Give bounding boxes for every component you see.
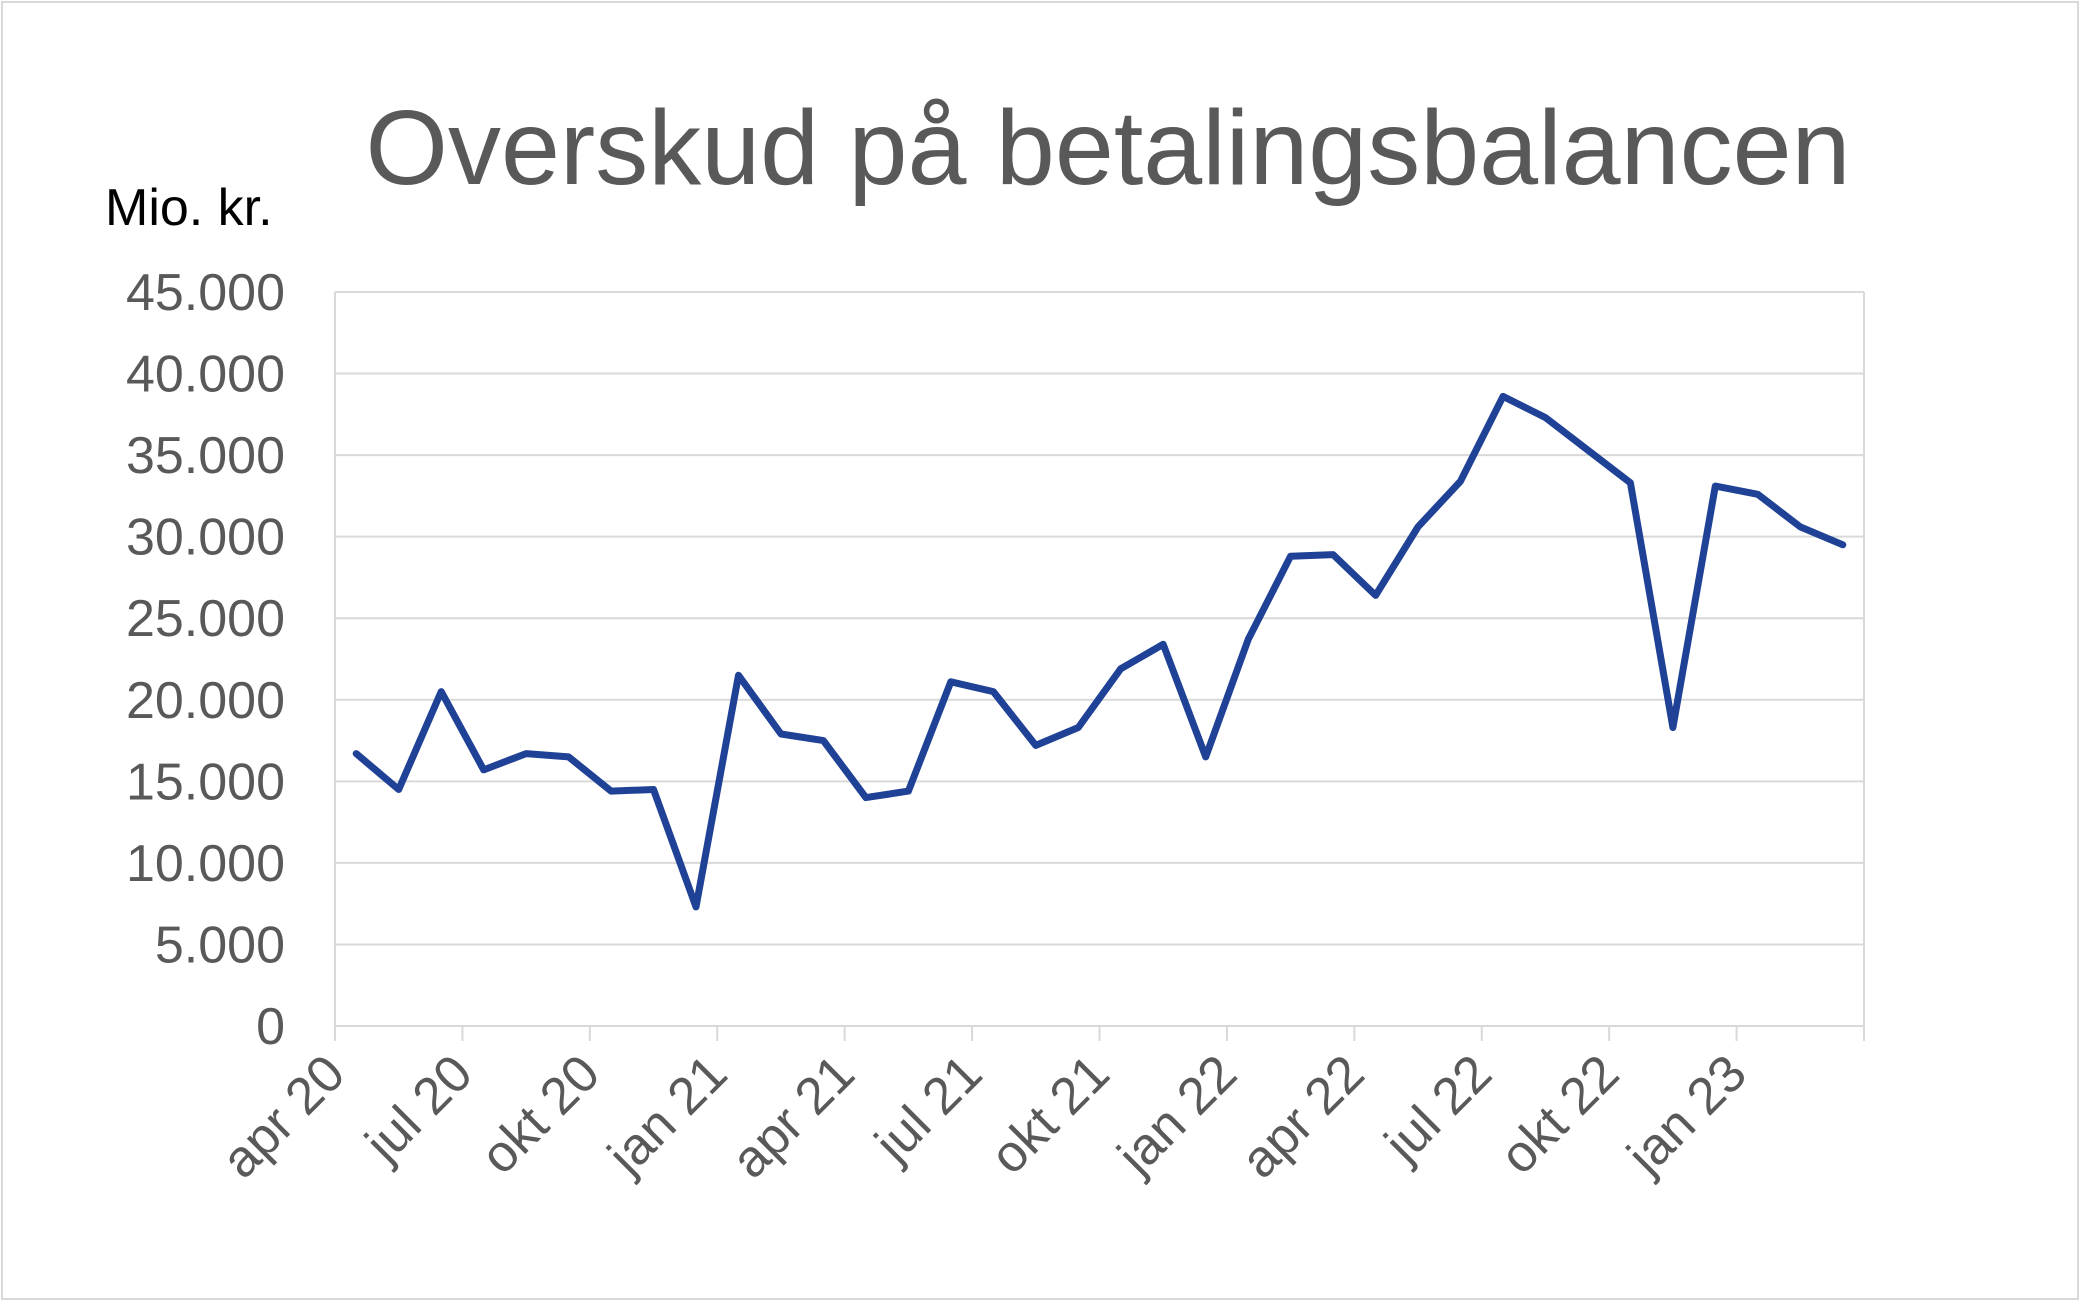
x-tick-label: jan 22 <box>1106 1044 1249 1187</box>
axes <box>334 292 1865 1041</box>
y-tick-label: 5.000 <box>155 916 285 974</box>
gridlines <box>335 291 1864 946</box>
chart-title: Overskud på betalingsbalancen <box>366 89 1851 207</box>
y-tick-label: 45.000 <box>126 264 285 322</box>
y-tick-label: 15.000 <box>126 753 285 811</box>
y-axis-unit-label: Mio. kr. <box>105 179 273 237</box>
series-lines <box>352 392 1847 911</box>
x-tick-label: apr 22 <box>1230 1044 1375 1189</box>
y-tick-label: 25.000 <box>126 590 285 648</box>
x-tick-label: apr 21 <box>721 1044 866 1189</box>
y-tick-label: 20.000 <box>126 672 285 730</box>
x-tick-label: okt 22 <box>1489 1044 1630 1185</box>
y-tick-label: 10.000 <box>126 835 285 893</box>
x-tick-label: okt 20 <box>470 1044 611 1185</box>
y-tick-label: 30.000 <box>126 509 285 567</box>
x-tick-label: jan 23 <box>1615 1044 1758 1187</box>
x-tick-label: jan 21 <box>596 1044 739 1187</box>
y-tick-label: 40.000 <box>126 346 285 404</box>
y-tick-label: 35.000 <box>126 427 285 485</box>
x-tick-label: jul 22 <box>1373 1044 1503 1174</box>
x-tick-label: apr 20 <box>211 1044 356 1189</box>
x-tick-label: jul 21 <box>863 1044 993 1174</box>
y-axis-tick-labels: 0 5.000 10.000 15.000 20.000 25.000 30.000 35.0… <box>126 264 285 1056</box>
x-tick-label: jul 20 <box>353 1044 483 1174</box>
series-line-0 <box>352 392 1847 911</box>
x-tick-label: okt 21 <box>980 1044 1121 1185</box>
y-tick-label: 0 <box>256 998 285 1056</box>
